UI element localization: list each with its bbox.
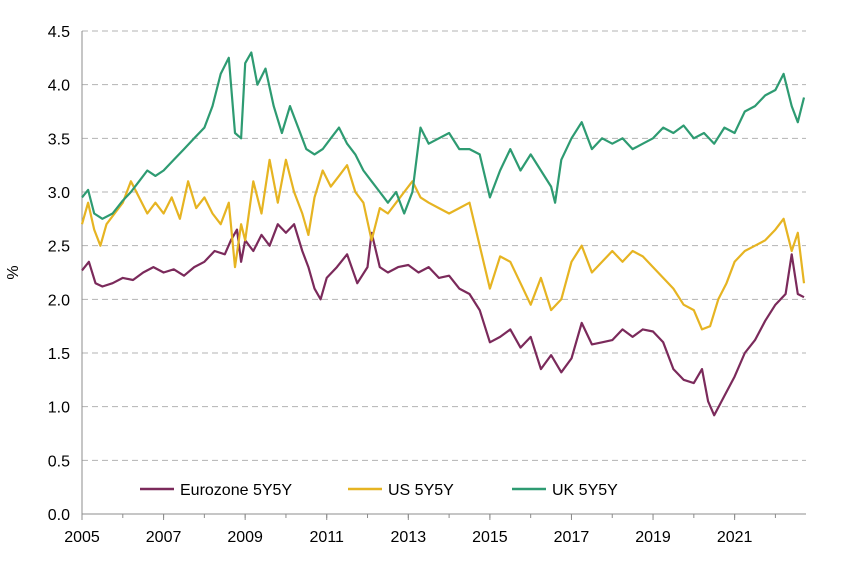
axes bbox=[81, 31, 806, 520]
series-line-eurozone-5y5y bbox=[81, 223, 805, 417]
legend: Eurozone 5Y5Y US 5Y5Y UK 5Y5Y bbox=[140, 482, 618, 499]
series-line-uk-5y5y bbox=[81, 51, 806, 220]
y-tick-label: 0.5 bbox=[48, 453, 70, 470]
x-tick-label: 2007 bbox=[146, 529, 182, 546]
series-line-us-5y5y bbox=[80, 158, 806, 331]
x-tick-label: 2019 bbox=[635, 529, 671, 546]
x-tick-labels: 2005 2007 2009 2011 2013 2015 2017 2019 2021 bbox=[64, 529, 752, 546]
x-tick-label: 2009 bbox=[227, 529, 263, 546]
y-tick-label: 2.5 bbox=[48, 239, 70, 256]
y-tick-label: 0.0 bbox=[48, 507, 70, 524]
y-tick-label: 3.5 bbox=[48, 131, 70, 148]
series-lines bbox=[80, 51, 806, 417]
y-tick-labels: 0.0 0.5 1.0 1.5 2.0 2.5 3.0 3.5 4.0 4.5 bbox=[48, 24, 70, 524]
x-tick-label: 2015 bbox=[472, 529, 508, 546]
x-tick-label: 2013 bbox=[391, 529, 427, 546]
y-tick-label: 1.0 bbox=[48, 400, 70, 417]
legend-label-eurozone-5y5y: Eurozone 5Y5Y bbox=[180, 482, 292, 499]
y-tick-label: 4.5 bbox=[48, 24, 70, 41]
y-tick-label: 3.0 bbox=[48, 185, 70, 202]
y-tick-label: 1.5 bbox=[48, 346, 70, 363]
x-tick-label: 2005 bbox=[64, 529, 100, 546]
legend-label-us-5y5y: US 5Y5Y bbox=[388, 482, 454, 499]
x-tick-label: 2021 bbox=[717, 529, 753, 546]
gridlines bbox=[82, 30, 806, 461]
y-tick-label: 2.0 bbox=[48, 292, 70, 309]
x-tick-label: 2011 bbox=[310, 529, 345, 546]
x-tick-label: 2017 bbox=[554, 529, 590, 546]
legend-label-uk-5y5y: UK 5Y5Y bbox=[552, 482, 618, 499]
y-axis-label: % bbox=[5, 265, 22, 279]
y-tick-label: 4.0 bbox=[48, 78, 70, 95]
